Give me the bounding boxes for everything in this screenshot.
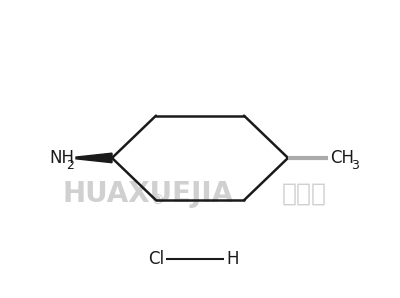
Polygon shape [76, 153, 112, 163]
Text: H: H [226, 250, 238, 268]
Text: CH: CH [330, 149, 354, 167]
Text: ®: ® [150, 194, 164, 208]
Text: 2: 2 [66, 159, 74, 172]
Text: 3: 3 [351, 159, 359, 172]
Text: 化学加: 化学加 [282, 182, 326, 206]
Text: NH: NH [49, 149, 74, 167]
Text: Cl: Cl [148, 250, 164, 268]
Text: HUAXUEJIA: HUAXUEJIA [62, 180, 234, 208]
